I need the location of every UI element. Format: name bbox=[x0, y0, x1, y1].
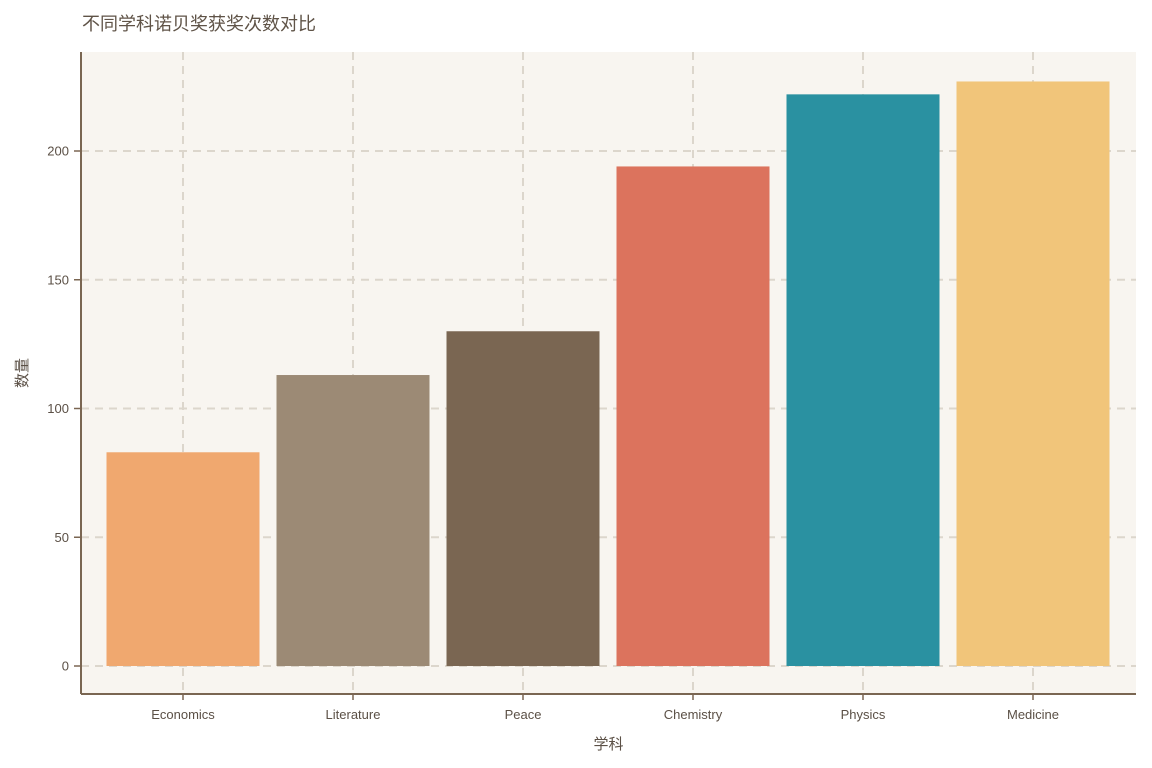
y-tick-label: 200 bbox=[47, 144, 69, 159]
y-tick-label: 0 bbox=[62, 659, 69, 674]
axes bbox=[74, 52, 1136, 700]
x-tick-label: Peace bbox=[505, 707, 542, 722]
bar-literature bbox=[276, 375, 430, 666]
bars bbox=[106, 81, 1110, 667]
y-tick-label: 150 bbox=[47, 272, 69, 287]
bar-economics bbox=[106, 452, 260, 666]
bar-peace bbox=[446, 331, 600, 666]
x-tick-label: Chemistry bbox=[664, 707, 723, 722]
bar-chemistry bbox=[616, 166, 770, 666]
bar-medicine bbox=[956, 81, 1110, 667]
x-axis-label: 学科 bbox=[593, 735, 623, 753]
y-tick-label: 50 bbox=[55, 530, 69, 545]
chart-title: 不同学科诺贝奖获奖次数对比 bbox=[82, 14, 316, 35]
y-tick-label: 100 bbox=[47, 401, 69, 416]
bar-physics bbox=[786, 94, 940, 667]
x-tick-label: Physics bbox=[841, 707, 886, 722]
tick-labels: 0 50 100 150 200 Economics Literature Peace Chem… bbox=[47, 144, 1059, 723]
x-tick-label: Medicine bbox=[1007, 707, 1059, 722]
x-tick-label: Economics bbox=[151, 707, 215, 722]
y-axis-label: 数量 bbox=[13, 358, 31, 388]
x-tick-label: Literature bbox=[326, 707, 381, 722]
